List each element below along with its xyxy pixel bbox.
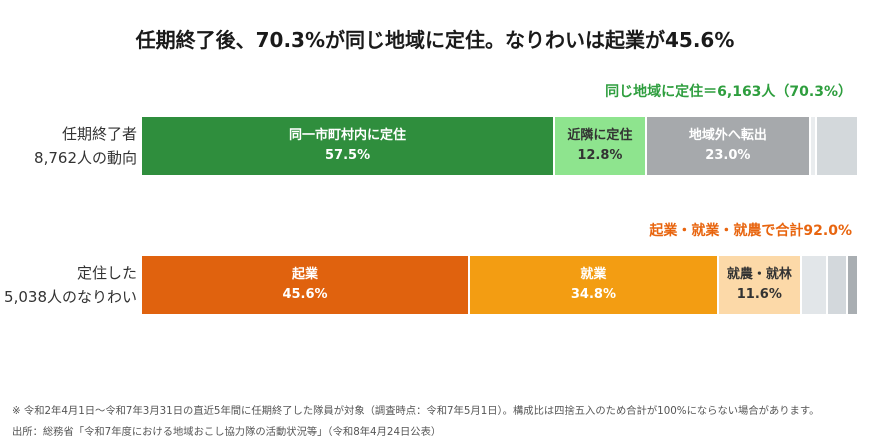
segment-name-label: 就業 [580, 267, 607, 282]
bar-segment-2-3: 就農・就林 11.6% [716, 256, 800, 314]
footnote-source: 出所：総務省「令和7年度における地域おこし協力隊の活動状況等」（令和8年4月24… [12, 426, 442, 438]
segment-value-label: 12.8% [577, 148, 623, 163]
row-label-line: 5,038人のなりわい [4, 288, 137, 306]
bar-segment-2-6 [845, 256, 857, 314]
row-term-ended-members: 同じ地域に定住＝6,163人（70.3%） 任期終了者 8,762人の動向 同一… [0, 80, 870, 180]
segment-value-label: 34.8% [570, 287, 616, 302]
segment-value-label: 45.6% [282, 287, 328, 302]
row-label: 定住した 5,038人のなりわい [0, 261, 137, 309]
segment-name-label: 地域外へ転出 [688, 128, 767, 143]
same-area-settlement-annotation: 同じ地域に定住＝6,163人（70.3%） [605, 84, 852, 100]
livelihood-total-annotation: 起業・就業・就農で合計92.0% [649, 223, 852, 239]
bar-segment-2-4 [799, 256, 826, 314]
bar-segment-1-4 [809, 117, 815, 175]
segment-name-label: 近隣に定住 [567, 128, 633, 143]
footnote-scope: ※ 令和2年4月1日～令和7年3月31日の直近5年間に任期終了した隊員が対象（調… [12, 405, 820, 417]
bar-segment-2-1: 起業 45.6% [142, 256, 469, 314]
segment-name-label: 同一市町村内に定住 [289, 128, 407, 143]
bar-segment-1-5 [814, 117, 857, 175]
row-label: 任期終了者 8,762人の動向 [0, 122, 137, 170]
row-label-line: 任期終了者 [61, 125, 137, 143]
segment-name-label: 就農・就林 [726, 267, 792, 282]
stacked-bar: 起業 45.6% 就業 34.8% 就農・就林 11.6% [142, 256, 857, 314]
row-settled-livelihood: 起業・就業・就農で合計92.0% 定住した 5,038人のなりわい 起業 45.6… [0, 219, 870, 319]
segment-value-label: 11.6% [736, 287, 782, 302]
bar-segment-1-3: 地域外へ転出 23.0% [644, 117, 810, 175]
bar-segment-1-1: 同一市町村内に定住 57.5% [142, 117, 554, 175]
row-label-line: 定住した [76, 264, 137, 282]
bar-segment-2-2: 就業 34.8% [468, 256, 717, 314]
segment-name-label: 起業 [292, 267, 319, 282]
row-label-line: 8,762人の動向 [34, 149, 137, 167]
segment-value-label: 23.0% [705, 148, 751, 163]
stacked-bar: 同一市町村内に定住 57.5% 近隣に定住 12.8% 地域外へ転出 23.0% [142, 117, 857, 175]
bar-segment-1-2: 近隣に定住 12.8% [553, 117, 645, 175]
segment-value-label: 57.5% [325, 148, 371, 163]
chart-title: 任期終了後、70.3%が同じ地域に定住。なりわいは起業が45.6% [135, 28, 735, 52]
bar-segment-2-5 [825, 256, 846, 314]
